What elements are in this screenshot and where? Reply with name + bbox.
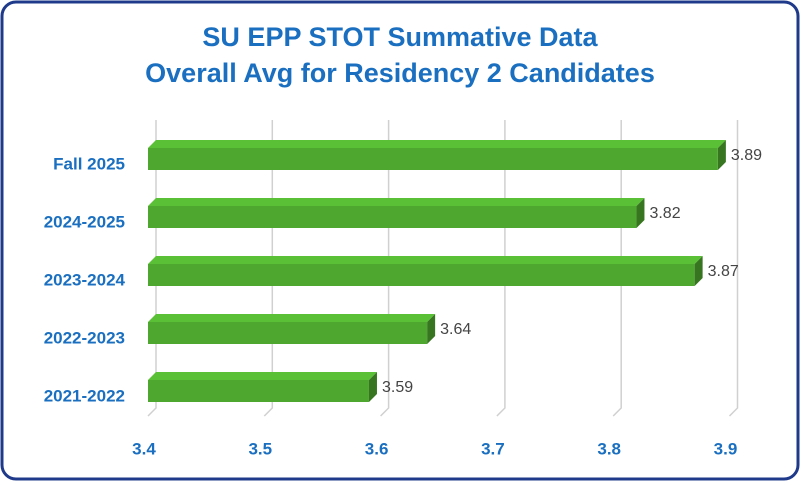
y-tick-label: Fall 2025 <box>53 154 125 173</box>
x-tick-label: 3.8 <box>597 439 621 458</box>
grid-line <box>728 120 739 417</box>
bar <box>148 264 695 286</box>
bar <box>148 148 718 170</box>
x-tick-label: 3.4 <box>132 439 156 458</box>
value-label: 3.64 <box>440 321 471 338</box>
bar-side <box>368 372 377 402</box>
chart-subtitle: Overall Avg for Residency 2 Candidates <box>145 58 655 88</box>
bar-side <box>427 314 436 344</box>
bar-top <box>148 198 645 206</box>
bar-top <box>148 372 377 380</box>
y-tick-label: 2021-2022 <box>44 386 125 405</box>
value-label: 3.87 <box>708 263 739 280</box>
x-tick-label: 3.7 <box>481 439 505 458</box>
bar-top <box>148 256 703 264</box>
chart-title: SU EPP STOT Summative Data <box>202 22 598 52</box>
value-label: 3.82 <box>649 205 680 222</box>
bar <box>148 206 637 228</box>
bar <box>148 322 428 344</box>
x-tick-label: 3.6 <box>365 439 389 458</box>
bar-side <box>717 140 726 170</box>
y-tick-label: 2022-2023 <box>44 328 125 347</box>
bar-side <box>694 256 703 286</box>
bar-top <box>148 314 436 322</box>
bar <box>148 380 369 402</box>
y-tick-label: 2023-2024 <box>44 270 126 289</box>
bar-side <box>636 198 645 228</box>
x-tick-label: 3.5 <box>248 439 272 458</box>
y-tick-label: 2024-2025 <box>44 212 125 231</box>
value-label: 3.89 <box>731 147 762 164</box>
x-tick-label: 3.9 <box>714 439 738 458</box>
bar-top <box>148 140 726 148</box>
value-label: 3.59 <box>382 379 413 396</box>
